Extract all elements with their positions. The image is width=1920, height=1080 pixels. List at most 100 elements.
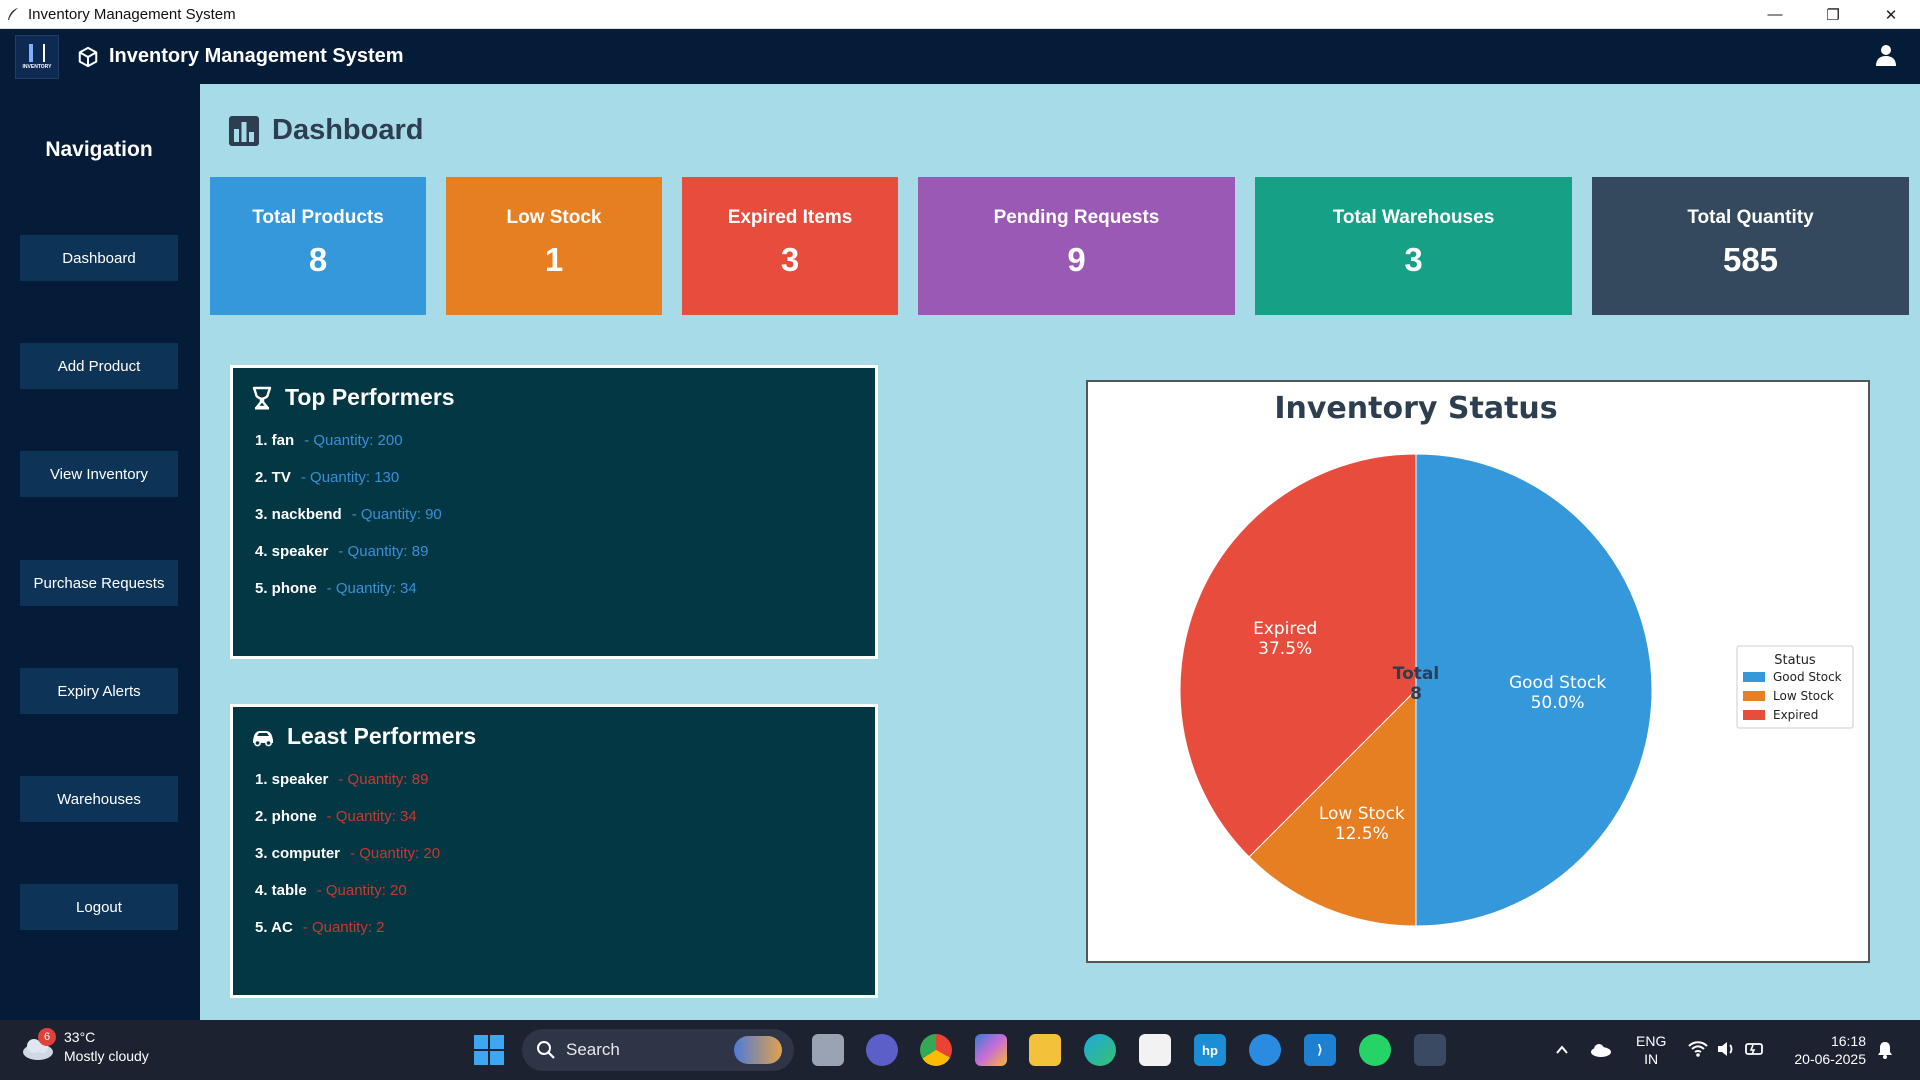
least-performers-panel: Least Performers 1. speaker - Quantity: 8…: [230, 704, 878, 998]
chevron-up-icon[interactable]: [1554, 1042, 1570, 1058]
chart-title: Inventory Status: [1274, 391, 1557, 426]
cloud-icon: 6: [20, 1028, 56, 1062]
product-name: 3. nackbend: [255, 506, 342, 523]
sidebar-item-logout[interactable]: Logout: [20, 884, 178, 930]
legend-entry: Low Stock: [1773, 689, 1834, 703]
top-performers-list: 1. fan - Quantity: 200 2. TV - Quantity: 1…: [255, 432, 442, 617]
sidebar-item-expiry-alerts[interactable]: Expiry Alerts: [20, 668, 178, 714]
language-region: IN: [1644, 1051, 1659, 1067]
sidebar-item-purchase-requests[interactable]: Purchase Requests: [20, 560, 178, 606]
language-indicator[interactable]: ENG IN: [1636, 1032, 1666, 1068]
product-name: 3. computer: [255, 845, 341, 862]
stat-card-value: 1: [544, 241, 564, 278]
file-explorer-icon[interactable]: [1029, 1034, 1061, 1066]
chrome-icon[interactable]: [920, 1034, 952, 1066]
search-highlight-icon: [734, 1036, 782, 1064]
weather-badge: 6: [38, 1028, 56, 1046]
list-item: 3. nackbend - Quantity: 90: [255, 506, 442, 543]
stat-card-label: Pending Requests: [993, 207, 1160, 228]
system-clock[interactable]: 16:18 20-06-2025: [1786, 1032, 1866, 1068]
clock-date: 20-06-2025: [1794, 1051, 1866, 1067]
stat-card-label: Total Warehouses: [1332, 207, 1495, 228]
product-quantity: - Quantity: 20: [350, 845, 441, 862]
weather-widget[interactable]: 6 33°C Mostly cloudy: [20, 1028, 149, 1066]
help-icon[interactable]: [1249, 1034, 1281, 1066]
sidebar-item-dashboard[interactable]: Dashboard: [20, 235, 178, 281]
weather-description: Mostly cloudy: [64, 1048, 149, 1064]
legend-swatch: [1743, 672, 1765, 682]
product-quantity: - Quantity: 130: [300, 469, 400, 486]
stat-card-label: Expired Items: [727, 207, 853, 228]
product-name: 1. speaker: [255, 771, 329, 788]
teams-icon[interactable]: [866, 1034, 898, 1066]
wifi-icon[interactable]: [1688, 1040, 1708, 1058]
stat-card-total-quantity[interactable]: Total Quantity 585: [1592, 177, 1909, 315]
copilot-icon[interactable]: [975, 1034, 1007, 1066]
list-item: 5. phone - Quantity: 34: [255, 580, 442, 617]
stat-card-low-stock[interactable]: Low Stock 1: [446, 177, 662, 315]
sidebar-item-view-inventory[interactable]: View Inventory: [20, 451, 178, 497]
product-name: 5. AC: [255, 919, 293, 936]
list-item: 4. speaker - Quantity: 89: [255, 543, 442, 580]
volume-icon[interactable]: [1716, 1040, 1736, 1058]
close-button[interactable]: ✕: [1884, 6, 1898, 24]
list-item: 2. phone - Quantity: 34: [255, 808, 440, 845]
start-button[interactable]: [474, 1035, 504, 1065]
sidebar-item-warehouses[interactable]: Warehouses: [20, 776, 178, 822]
slice-percentage: 12.5%: [1335, 824, 1389, 844]
vscode-icon[interactable]: ⟩: [1304, 1034, 1336, 1066]
stat-card-label: Total Products: [252, 207, 384, 228]
product-quantity: - Quantity: 2: [302, 919, 385, 936]
maximize-button[interactable]: ❐: [1826, 6, 1840, 24]
taskbar-search[interactable]: Search: [522, 1029, 794, 1071]
legend-entry: Good Stock: [1773, 670, 1842, 684]
app-logo: INVENTORY: [15, 34, 59, 79]
stat-card-total-warehouses[interactable]: Total Warehouses 3: [1255, 177, 1572, 315]
main-content: Dashboard Total Products 8 Low Stock 1 E…: [200, 84, 1920, 1020]
list-item: 1. fan - Quantity: 200: [255, 432, 442, 469]
task-view-icon[interactable]: [812, 1034, 844, 1066]
stat-card-expired-items[interactable]: Expired Items 3: [682, 177, 898, 315]
edge-icon[interactable]: [1084, 1034, 1116, 1066]
slice-label: Low Stock: [1319, 804, 1405, 824]
sidebar-item-add-product[interactable]: Add Product: [20, 343, 178, 389]
chart-center-label-total: Total: [1393, 664, 1439, 684]
slice-percentage: 37.5%: [1258, 639, 1312, 659]
page-title: Dashboard: [272, 114, 424, 146]
legend-swatch: [1743, 691, 1765, 701]
list-item: 5. AC - Quantity: 2: [255, 919, 440, 956]
minimize-button[interactable]: —: [1767, 6, 1783, 23]
slice-label: Expired: [1253, 619, 1317, 639]
window-title: Inventory Management System: [28, 5, 236, 23]
car-icon: [253, 730, 273, 746]
notification-bell-icon[interactable]: [1876, 1040, 1894, 1060]
language-code: ENG: [1636, 1033, 1667, 1049]
stat-card-value: 3: [780, 241, 800, 278]
product-name: 4. table: [255, 882, 307, 899]
stat-card-total-products[interactable]: Total Products 8: [210, 177, 426, 315]
slice-label: Good Stock: [1509, 673, 1606, 693]
product-quantity: - Quantity: 200: [304, 432, 403, 449]
whatsapp-icon[interactable]: [1359, 1034, 1391, 1066]
legend-title: Status: [1774, 653, 1816, 668]
stat-card-pending-requests[interactable]: Pending Requests 9: [918, 177, 1235, 315]
myhp-icon[interactable]: hp: [1194, 1034, 1226, 1066]
product-quantity: - Quantity: 34: [326, 580, 417, 597]
stat-card-value: 585: [1722, 241, 1779, 278]
search-icon: [537, 1041, 555, 1059]
product-name: 1. fan: [255, 432, 295, 449]
python-app-icon[interactable]: [1414, 1034, 1446, 1066]
product-quantity: - Quantity: 34: [326, 808, 417, 825]
battery-icon[interactable]: [1744, 1040, 1766, 1058]
store-icon[interactable]: [1139, 1034, 1171, 1066]
top-performers-title-row: Top Performers: [251, 384, 455, 411]
page-header: Dashboard: [228, 114, 423, 147]
product-quantity: - Quantity: 90: [351, 506, 442, 523]
user-icon[interactable]: [1874, 43, 1898, 67]
sidebar: Navigation Dashboard Add Product View In…: [0, 84, 200, 1020]
logo-text: INVENTORY: [22, 63, 52, 70]
stat-card-value: 9: [1067, 241, 1086, 278]
list-item: 3. computer - Quantity: 20: [255, 845, 440, 882]
onedrive-icon[interactable]: [1590, 1042, 1612, 1058]
inventory-status-chart: Inventory Status Good Stock 50.0% Low Stoc…: [1086, 380, 1870, 963]
